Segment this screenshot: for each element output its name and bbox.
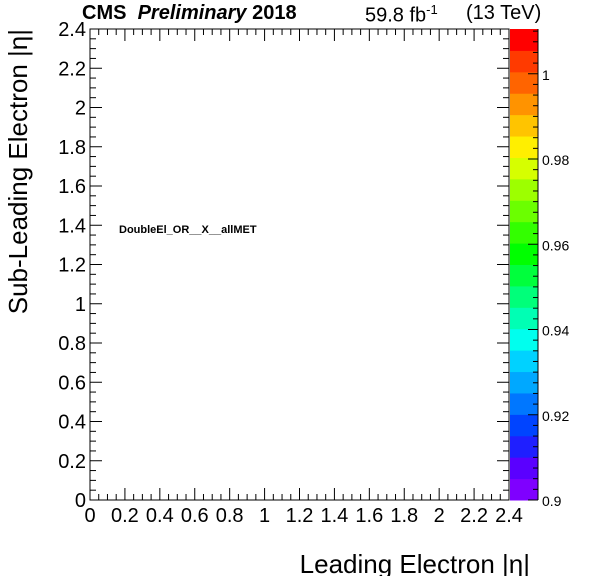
energy-label: (13 TeV) [466, 2, 542, 24]
cms-label: CMS Preliminary 2018 [82, 2, 297, 25]
colorbar-tick-label: 0.96 [542, 237, 569, 253]
colorbar-tick-label: 0.9 [542, 493, 562, 509]
colorbar-segment [510, 435, 538, 458]
y-tick-label: 0.6 [58, 372, 86, 394]
colorbar-segment [510, 392, 538, 415]
colorbar-tick-label: 1 [542, 67, 550, 83]
y-tick-label: 1.6 [58, 176, 86, 198]
colorbar-segment [510, 307, 538, 330]
x-axis-tick-labels: 0 0.2 0.4 0.6 0.8 1 1.2 1.4 1.6 1.8 2 2.2 2.4 [84, 505, 522, 527]
y-tick-label: 1.4 [58, 215, 86, 237]
colorbar-segment [510, 457, 538, 480]
colorbar-segment [510, 478, 538, 501]
colorbar [510, 29, 539, 501]
y-axis-ticks [90, 28, 509, 501]
y-tick-label: 2.2 [58, 58, 86, 80]
colorbar-segment [510, 264, 538, 287]
plot-annotation: DoubleEl_OR__X__allMET [119, 224, 257, 236]
colorbar-segment [510, 200, 538, 223]
x-tick-label: 0.8 [216, 505, 244, 527]
y-tick-label: 2.4 [58, 19, 86, 41]
y-tick-label: 1.8 [58, 137, 86, 159]
colorbar-tick-label: 0.98 [542, 152, 569, 168]
luminosity-unit-exponent: -1 [426, 2, 438, 17]
colorbar-segment [510, 50, 538, 73]
colorbar-segment [510, 93, 538, 116]
colorbar-segment [510, 178, 538, 201]
colorbar-segment [510, 328, 538, 351]
colorbar-tick-label: 0.94 [542, 323, 569, 339]
x-tick-label: 1.6 [355, 505, 383, 527]
x-tick-label: 0.6 [181, 505, 209, 527]
x-tick-label: 2.4 [495, 505, 523, 527]
x-tick-label: 0.2 [111, 505, 139, 527]
luminosity-label: 59.8 fb-1 [365, 2, 438, 28]
x-axis-title: Leading Electron |η| [300, 549, 530, 576]
experiment-name: CMS [82, 2, 127, 24]
y-axis-title: Sub-Leading Electron |η| [3, 29, 33, 314]
x-tick-label: 1.4 [321, 505, 349, 527]
year-label: 2018 [252, 2, 297, 24]
y-tick-label: 1.2 [58, 255, 86, 277]
x-tick-label: 1.8 [390, 505, 418, 527]
y-tick-label: 0.4 [58, 412, 86, 434]
colorbar-segment [510, 114, 538, 137]
colorbar-segment [510, 29, 538, 51]
colorbar-segment [510, 71, 538, 94]
y-tick-label: 2 [75, 98, 86, 120]
colorbar-segment [510, 350, 538, 373]
colorbar-segment [510, 221, 538, 244]
x-tick-label: 0.4 [146, 505, 174, 527]
y-tick-label: 0 [75, 490, 86, 512]
x-tick-label: 2 [434, 505, 445, 527]
x-tick-label: 1.2 [286, 505, 314, 527]
colorbar-segment [510, 285, 538, 308]
x-tick-label: 2.2 [460, 505, 488, 527]
status-label: Preliminary [137, 2, 247, 24]
plot-frame [89, 28, 510, 501]
colorbar-segment [510, 371, 538, 394]
x-tick-label: 0 [84, 505, 95, 527]
luminosity-value: 59.8 fb [365, 4, 427, 27]
y-axis-tick-labels: 0 0.2 0.4 0.6 0.8 1 1.2 1.4 1.6 1.8 2 2.2 2.4 [58, 19, 86, 512]
colorbar-segment [510, 243, 538, 265]
x-axis-ticks [89, 29, 510, 500]
colorbar-segment [510, 136, 538, 158]
colorbar-tick-label: 0.92 [542, 408, 569, 424]
y-tick-label: 0.2 [58, 451, 86, 473]
y-tick-label: 0.8 [58, 333, 86, 355]
colorbar-segment [510, 414, 538, 437]
x-tick-label: 1 [259, 505, 270, 527]
colorbar-tick-labels: 0.9 0.92 0.94 0.96 0.98 1 [542, 67, 569, 509]
colorbar-segment [510, 157, 538, 180]
y-tick-label: 1 [75, 294, 86, 316]
